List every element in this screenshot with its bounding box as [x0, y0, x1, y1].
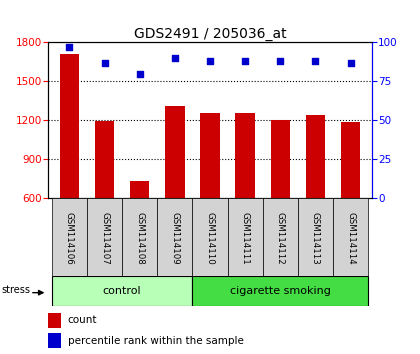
Bar — [200, 113, 220, 198]
Bar — [60, 54, 79, 198]
Text: control: control — [103, 286, 142, 296]
Text: GSM114110: GSM114110 — [205, 212, 215, 265]
Bar — [52, 198, 87, 276]
Bar — [270, 120, 290, 198]
Point — [207, 58, 213, 64]
Point — [66, 44, 73, 50]
Bar — [263, 198, 298, 276]
Title: GDS2491 / 205036_at: GDS2491 / 205036_at — [134, 28, 286, 41]
Text: GSM114111: GSM114111 — [241, 212, 249, 265]
Bar — [122, 198, 157, 276]
Text: GSM114108: GSM114108 — [135, 212, 144, 265]
Bar — [130, 181, 150, 198]
Point — [171, 55, 178, 61]
Bar — [165, 106, 184, 198]
Bar — [48, 313, 61, 328]
Text: percentile rank within the sample: percentile rank within the sample — [68, 336, 244, 346]
Bar — [52, 276, 192, 306]
Point — [277, 58, 284, 64]
Bar — [192, 198, 228, 276]
Text: stress: stress — [1, 285, 30, 295]
Bar — [48, 333, 61, 348]
Bar — [341, 122, 360, 198]
Bar — [87, 198, 122, 276]
Text: GSM114107: GSM114107 — [100, 212, 109, 265]
Bar — [192, 276, 368, 306]
Point — [312, 58, 319, 64]
Point — [242, 58, 249, 64]
Text: GSM114106: GSM114106 — [65, 212, 74, 265]
Bar — [306, 115, 325, 198]
Text: cigarette smoking: cigarette smoking — [230, 286, 331, 296]
Bar — [95, 121, 114, 198]
Bar — [228, 198, 263, 276]
Bar — [298, 198, 333, 276]
Text: GSM114113: GSM114113 — [311, 212, 320, 265]
Bar — [236, 113, 255, 198]
Text: count: count — [68, 315, 97, 325]
Text: GSM114109: GSM114109 — [171, 212, 179, 265]
Point — [347, 60, 354, 65]
Point — [101, 60, 108, 65]
Text: GSM114112: GSM114112 — [276, 212, 285, 265]
Point — [136, 71, 143, 76]
Bar — [333, 198, 368, 276]
Text: GSM114114: GSM114114 — [346, 212, 355, 265]
Bar — [157, 198, 192, 276]
